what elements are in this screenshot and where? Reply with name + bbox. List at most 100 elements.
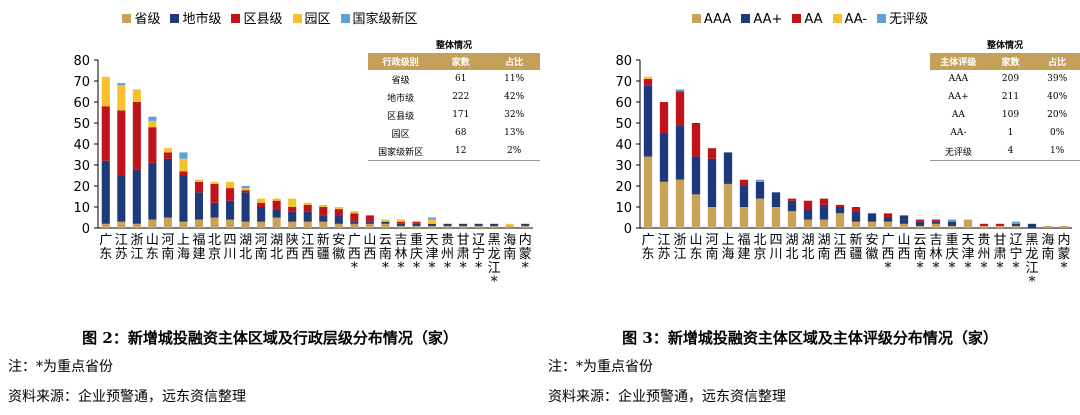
summary-row: AA+ 211 40% xyxy=(930,88,1080,106)
x-tick-label-char: 江 xyxy=(833,233,846,248)
bar-segment xyxy=(412,221,421,224)
summary-cell: 20% xyxy=(1047,110,1068,120)
x-tick-label-char: 辽 xyxy=(1009,233,1022,248)
bar-segment xyxy=(899,215,909,224)
bar-segment xyxy=(365,223,374,228)
bar-segment xyxy=(819,198,829,205)
x-tick-label-char: * xyxy=(397,260,404,276)
x-tick-label-char: 徽 xyxy=(332,247,345,262)
summary-grid: 行政级别 家数 占比 省级 61 11% 地市级 222 42% 区县级 171 32% 园区 68 13%… xyxy=(368,53,540,161)
x-tick-label-char: 北 xyxy=(239,247,252,262)
bar-segment xyxy=(179,171,188,176)
bar-segment xyxy=(1059,225,1069,228)
summary-cell: 园区 xyxy=(391,129,410,140)
x-tick-label-char: 湖 xyxy=(785,233,798,248)
x-tick-label-char: 南 xyxy=(705,246,718,262)
bar-segment xyxy=(643,78,653,86)
bar-segment xyxy=(643,85,653,157)
legend-swatch xyxy=(877,14,887,23)
x-tick-label-char: 重 xyxy=(410,232,423,248)
x-tick-label-char: 京 xyxy=(753,247,766,262)
x-tick-label-char: 河 xyxy=(705,233,718,248)
legend-left: 省级 地市级 区县级 园区 国家级新区 xyxy=(0,8,540,27)
bar-segment xyxy=(947,221,957,226)
x-tick-label-char: * xyxy=(429,260,436,276)
source-left: 资料来源：企业预警通，远东资信整理 xyxy=(8,389,246,405)
x-tick-label-char: 海 xyxy=(721,247,734,262)
summary-cell: 1% xyxy=(1034,142,1080,161)
summary-cell: 1 xyxy=(1007,128,1014,138)
x-tick-label-char: 北 xyxy=(785,247,798,262)
bar-segment xyxy=(771,192,781,207)
bar-segment xyxy=(835,204,845,207)
bar-segment xyxy=(334,215,343,224)
summary-cell: 0% xyxy=(1050,128,1065,138)
y-tick-label: 50 xyxy=(73,117,90,132)
y-tick-label: 20 xyxy=(73,180,90,195)
x-tick-label-char: * xyxy=(885,260,892,276)
bar-segment xyxy=(931,221,941,224)
bar-segment xyxy=(396,219,405,222)
bar-segment xyxy=(210,217,219,228)
bar-segment xyxy=(350,213,359,222)
legend-item: 国家级新区 xyxy=(340,8,418,27)
x-tick-label-char: 贵 xyxy=(441,233,454,248)
bar-segment xyxy=(194,181,204,193)
bar-segment xyxy=(819,219,829,228)
bar-segment xyxy=(272,209,281,218)
bar-segment xyxy=(226,219,235,228)
bar-segment xyxy=(659,133,669,182)
bar-segment xyxy=(412,223,421,226)
summary-cell: AA+ xyxy=(948,92,969,102)
bar-segment xyxy=(226,188,235,201)
bar-segment xyxy=(101,76,110,107)
bar-segment xyxy=(739,207,749,228)
y-tick-label: 60 xyxy=(73,96,90,111)
legend-item: AA xyxy=(792,12,823,27)
x-tick-label-char: 上 xyxy=(177,233,190,248)
bar-segment xyxy=(194,219,204,228)
x-tick-label-char: 广 xyxy=(641,233,654,248)
bar-segment xyxy=(288,221,297,228)
bar-segment xyxy=(396,225,405,228)
bar-segment xyxy=(132,223,141,228)
summary-row: 省级 61 11% xyxy=(368,70,540,88)
bar-segment xyxy=(210,181,219,184)
bar-segment xyxy=(723,152,733,184)
x-tick-label-char: * xyxy=(917,260,924,276)
summary-table-right: 整体情况 主体评级 家数 占比 AAA 209 39% AA+ 211 40% AA 109 20% AA… xyxy=(930,38,1080,161)
bar-segment xyxy=(132,169,141,224)
legend-swatch xyxy=(231,14,241,23)
bar-segment xyxy=(132,102,141,170)
legend-right: AAA AA+ AA AA- 无评级 xyxy=(540,8,1080,27)
x-tick-label-char: 北 xyxy=(801,247,814,262)
summary-header: 占比 xyxy=(1034,53,1080,70)
x-tick-label-char: 南 xyxy=(817,246,830,262)
x-tick-label-char: * xyxy=(1013,260,1020,276)
summary-header: 家数 xyxy=(433,53,489,70)
bar-segment xyxy=(691,156,701,195)
y-tick-label: 20 xyxy=(615,180,632,195)
bar-segment xyxy=(803,219,813,228)
summary-row: AA 109 20% xyxy=(930,106,1080,124)
x-tick-label-char: 内 xyxy=(519,232,532,248)
y-tick-label: 70 xyxy=(73,75,90,90)
bar-segment xyxy=(319,207,328,216)
x-tick-label-char: 湖 xyxy=(239,233,252,248)
bar-segment xyxy=(396,223,405,226)
bar-segment xyxy=(148,127,157,163)
bar-segment xyxy=(334,207,343,210)
bar-segment xyxy=(459,225,468,228)
bar-segment xyxy=(659,181,669,228)
legend-item: AA- xyxy=(832,12,867,27)
x-tick-label-char: 浙 xyxy=(130,233,143,248)
x-tick-label-char: 北 xyxy=(208,233,221,248)
x-tick-label-char: 吉 xyxy=(394,233,407,248)
x-tick-label-char: 江 xyxy=(1025,261,1038,276)
bar-segment xyxy=(117,221,126,228)
x-tick-label-char: 苏 xyxy=(657,246,670,262)
summary-cell: AA xyxy=(951,110,965,120)
x-tick-label-char: 西 xyxy=(833,247,846,262)
x-tick-label-char: 山 xyxy=(363,233,376,248)
x-tick-label-char: 龙 xyxy=(1025,247,1038,262)
